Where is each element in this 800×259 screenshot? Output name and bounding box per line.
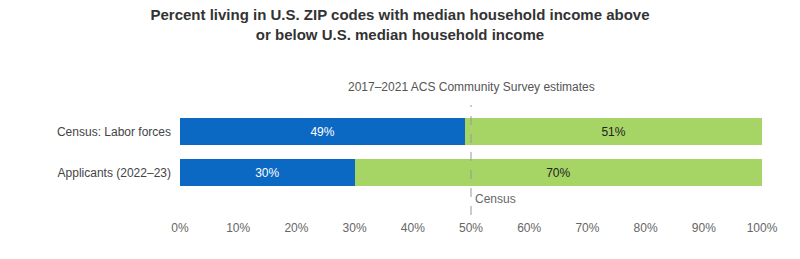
svg-text:60%: 60%: [517, 221, 541, 235]
svg-text:10%: 10%: [226, 221, 250, 235]
svg-text:Applicants (2022–23): Applicants (2022–23): [58, 166, 171, 180]
svg-text:2017–2021 ACS Community Survey: 2017–2021 ACS Community Survey estimates: [348, 80, 595, 94]
svg-text:49%: 49%: [310, 125, 334, 139]
svg-text:40%: 40%: [401, 221, 425, 235]
svg-text:20%: 20%: [284, 221, 308, 235]
svg-text:Census: Labor forces: Census: Labor forces: [57, 125, 171, 139]
svg-text:70%: 70%: [575, 221, 599, 235]
svg-text:0%: 0%: [171, 221, 189, 235]
svg-text:51%: 51%: [601, 125, 625, 139]
svg-text:80%: 80%: [634, 221, 658, 235]
svg-text:50%: 50%: [459, 221, 483, 235]
svg-text:100%: 100%: [747, 221, 778, 235]
svg-text:30%: 30%: [343, 221, 367, 235]
svg-text:Percent living in U.S. ZIP cod: Percent living in U.S. ZIP codes with me…: [151, 6, 650, 43]
svg-text:90%: 90%: [692, 221, 716, 235]
svg-text:70%: 70%: [546, 166, 570, 180]
svg-text:30%: 30%: [255, 166, 279, 180]
svg-text:Census: Census: [475, 192, 516, 206]
